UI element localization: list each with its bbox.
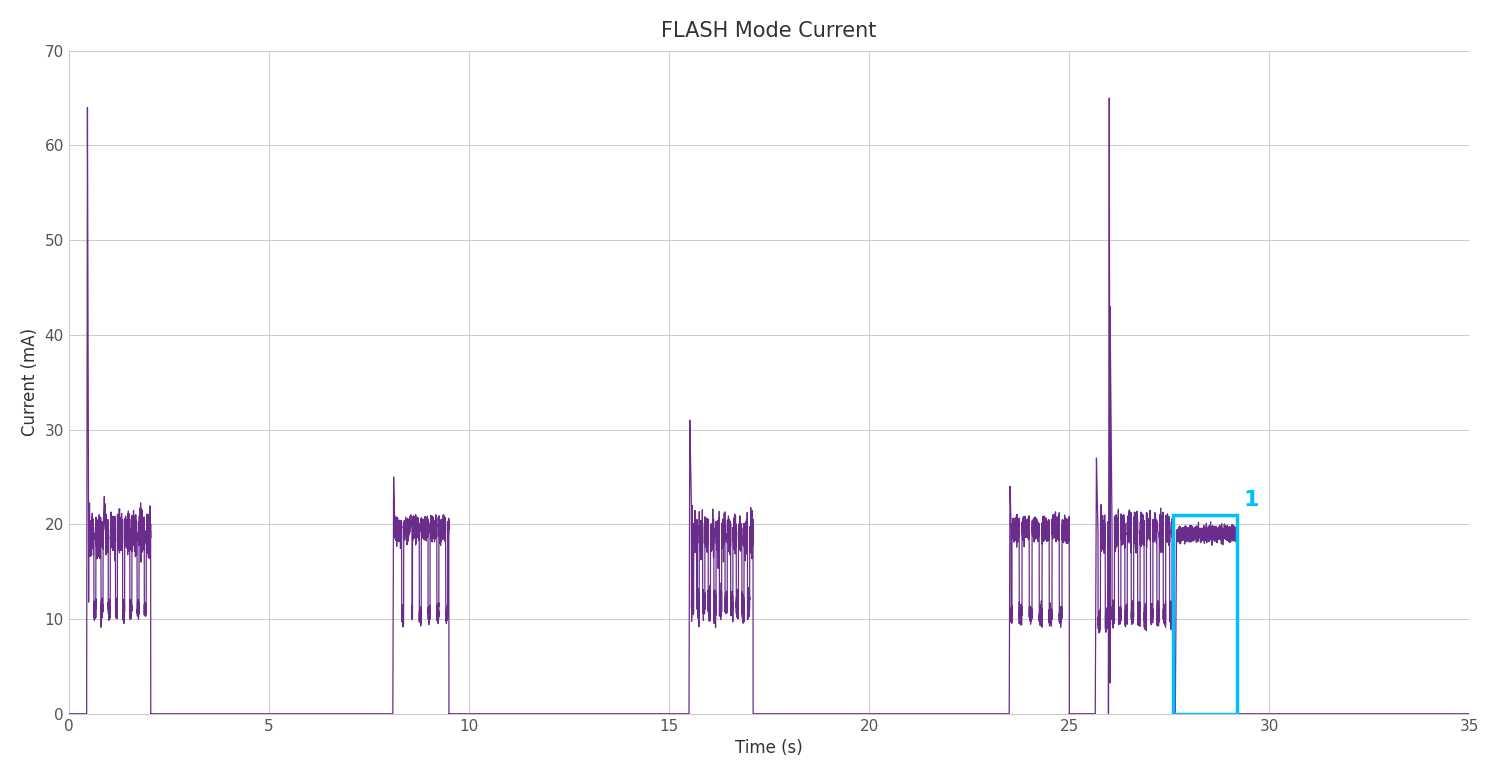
X-axis label: Time (s): Time (s) — [735, 739, 802, 757]
Y-axis label: Current (mA): Current (mA) — [21, 328, 39, 436]
Bar — [1173, 515, 1238, 713]
Text: 1: 1 — [1244, 490, 1258, 510]
Title: FLASH Mode Current: FLASH Mode Current — [662, 21, 876, 40]
